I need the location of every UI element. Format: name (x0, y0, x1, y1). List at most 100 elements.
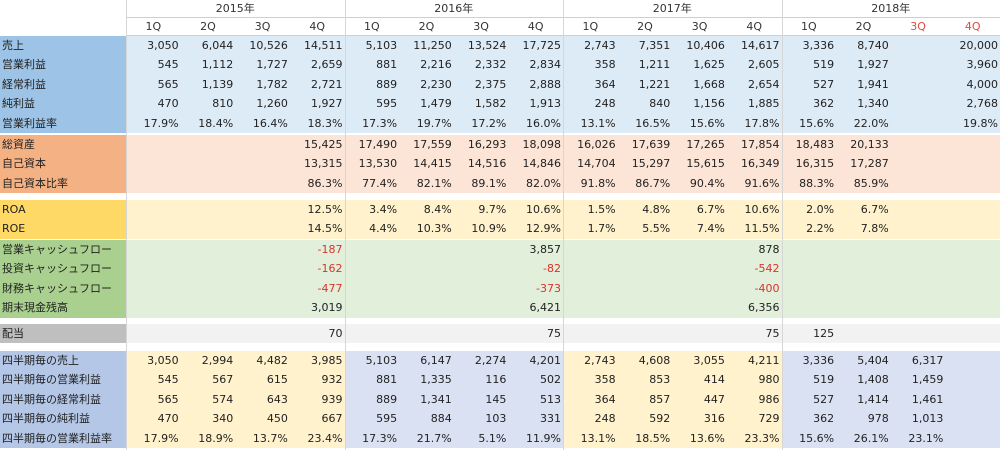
data-cell: 1,927 (311, 97, 343, 111)
data-cell: 7.8% (860, 222, 889, 236)
data-cell: 86.7% (635, 176, 671, 190)
data-cell: 447 (703, 392, 725, 406)
data-cell: 2.2% (806, 222, 835, 236)
year-separator (782, 0, 783, 450)
data-cell: 85.9% (853, 176, 889, 190)
data-cell: 527 (813, 392, 835, 406)
data-cell: 23.1% (908, 431, 944, 445)
data-cell: 103 (485, 412, 507, 426)
data-cell: 1,211 (638, 58, 671, 72)
data-cell: 18,483 (795, 138, 835, 151)
data-cell: 15,615 (686, 157, 725, 171)
data-cell: 17.9% (143, 431, 179, 445)
data-cell: 1,582 (474, 97, 507, 111)
data-cell: 4,201 (529, 354, 562, 367)
data-cell: 2,375 (474, 77, 507, 91)
data-cell: 13.1% (580, 116, 616, 130)
data-cell: 1,941 (857, 77, 889, 91)
data-cell: 16.5% (635, 116, 671, 130)
row-label: 配当 (2, 327, 24, 340)
data-cell: 89.1% (471, 176, 507, 190)
data-cell: 17,559 (413, 138, 452, 151)
data-cell: 340 (212, 412, 234, 426)
data-cell: 7.4% (696, 222, 725, 236)
data-cell: 91.6% (744, 176, 780, 190)
data-cell: 414 (703, 373, 725, 387)
data-cell: 810 (212, 97, 234, 111)
data-cell: 1.5% (587, 203, 616, 216)
data-cell: 5.1% (478, 431, 507, 445)
data-cell: 3,960 (966, 58, 999, 72)
data-cell: 362 (813, 97, 835, 111)
data-cell: 19.7% (416, 116, 452, 130)
data-cell: 22.0% (853, 116, 889, 130)
data-cell: 10.6% (526, 203, 561, 216)
data-cell: 2,994 (201, 354, 234, 367)
quarter-header: 2Q (418, 20, 435, 33)
data-cell: 519 (813, 58, 835, 72)
section-label-band (0, 135, 126, 194)
data-cell: 4,000 (966, 77, 999, 91)
data-cell: 19.8% (963, 116, 998, 130)
data-cell: 6,421 (529, 301, 562, 315)
data-cell: 88.3% (799, 176, 835, 190)
section-data-band (781, 351, 1000, 448)
year-header: 2015年 (215, 2, 255, 15)
data-cell: 6,147 (420, 354, 452, 367)
data-cell: 248 (594, 412, 616, 426)
data-cell: 10,406 (686, 39, 725, 52)
data-cell: 17,854 (741, 138, 780, 151)
data-cell: 16,026 (577, 138, 616, 151)
data-cell: 595 (376, 412, 398, 426)
data-cell: 5,103 (365, 39, 398, 52)
year-header: 2016年 (434, 2, 474, 15)
data-cell: 82.0% (526, 176, 561, 190)
data-cell: 8,740 (857, 39, 889, 52)
data-cell: 3,050 (147, 354, 179, 367)
data-cell: 18.9% (198, 431, 234, 445)
data-cell: 17.2% (471, 116, 507, 130)
data-cell: 2,605 (748, 58, 780, 72)
data-cell: 16,349 (741, 157, 780, 171)
data-cell: 14,415 (413, 157, 452, 171)
data-cell: 502 (540, 373, 561, 387)
data-cell: 565 (157, 77, 179, 91)
data-cell: 20,000 (959, 39, 999, 52)
data-cell: 77.4% (362, 176, 398, 190)
data-cell: 545 (157, 373, 179, 387)
data-cell: 12.9% (526, 222, 561, 236)
data-cell: 2,721 (311, 77, 343, 91)
data-cell: 15.6% (799, 116, 835, 130)
data-cell: 364 (594, 77, 616, 91)
data-cell: 2,216 (420, 58, 452, 72)
data-cell: -82 (543, 262, 561, 276)
data-cell: 643 (266, 392, 288, 406)
data-cell: 1,341 (420, 392, 452, 406)
section-data-band (563, 351, 782, 448)
data-cell: 4.8% (642, 203, 671, 216)
data-cell: 13,524 (467, 39, 507, 52)
year-separator (126, 0, 127, 450)
data-cell: 978 (867, 412, 889, 426)
data-cell: -477 (317, 281, 343, 295)
data-cell: 840 (649, 97, 671, 111)
data-cell: 17,287 (850, 157, 889, 171)
data-cell: 86.3% (307, 176, 343, 190)
row-label: 純利益 (2, 97, 35, 111)
section-label-band (0, 351, 126, 448)
data-cell: 362 (813, 412, 835, 426)
data-cell: 1,625 (693, 58, 725, 72)
data-cell: 13.7% (252, 431, 288, 445)
row-label: ROE (2, 222, 26, 236)
row-label: 四半期毎の営業利益率 (2, 431, 112, 445)
data-cell: 11.9% (526, 431, 561, 445)
data-cell: 14,617 (741, 39, 780, 52)
quarter-header: 3Q (254, 20, 271, 33)
quarter-header: 2Q (200, 20, 216, 33)
data-cell: 565 (157, 392, 179, 406)
section-data-band (344, 351, 563, 448)
data-cell: 3,019 (311, 301, 343, 315)
data-cell: 15,297 (631, 157, 671, 171)
row-label: 営業利益 (2, 58, 46, 72)
row-label: 財務キャッシュフロー (2, 281, 112, 295)
